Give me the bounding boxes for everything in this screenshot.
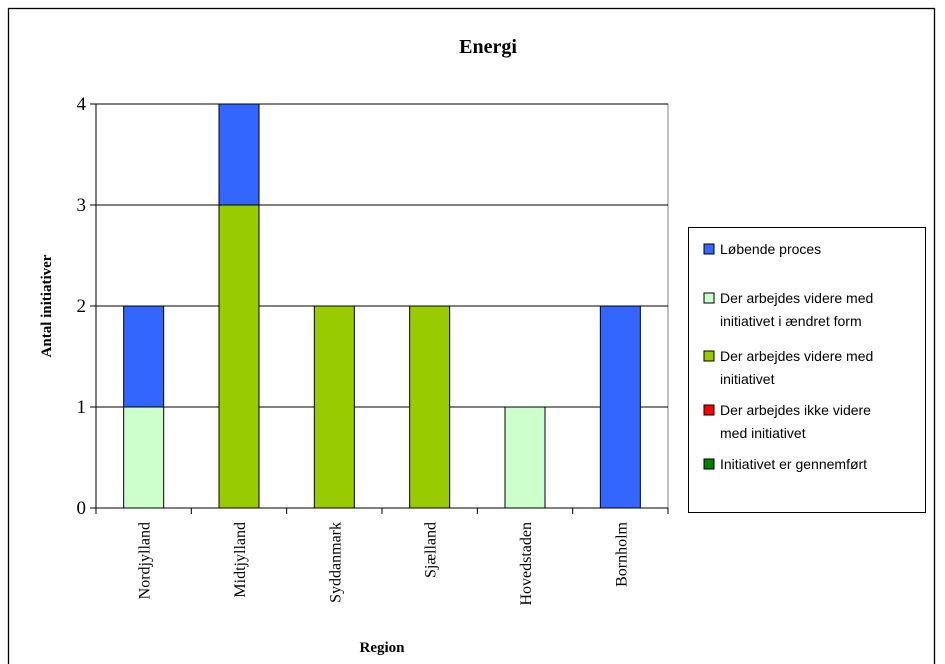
- x-tick-labels: Nordjylland Midtjylland Syddanmark Sjælland…: [137, 521, 631, 605]
- bar-5-series-4: [599, 305, 641, 509]
- legend-swatch-4: [703, 243, 715, 255]
- legend: Løbende proces Der arbejdes videre med ini…: [688, 227, 926, 513]
- bar-0-series-4: [123, 305, 165, 408]
- x-tick-label-2: Syddanmark: [327, 522, 344, 603]
- legend-label-4: Løbende proces: [720, 241, 821, 257]
- legend-label-2: Der arbejdes videre med initiativet: [720, 348, 873, 387]
- y-tick-labels: 0 1 2 3 4: [77, 94, 87, 519]
- y-tick-label-3: 3: [77, 195, 87, 216]
- bars: [123, 103, 641, 509]
- x-tick-label-0: Nordjylland: [137, 522, 154, 599]
- bar-0-series-3: [123, 406, 165, 509]
- y-tick-label-1: 1: [77, 397, 87, 418]
- legend-swatch-3: [703, 292, 715, 304]
- legend-swatch-1: [703, 404, 715, 416]
- x-tick-label-4: Hovedstaden: [518, 522, 535, 606]
- legend-box: [688, 227, 926, 513]
- y-tick-label-2: 2: [77, 296, 87, 317]
- axes: [90, 103, 669, 514]
- y-tick-label-0: 0: [77, 498, 87, 519]
- legend-swatch-2: [703, 350, 715, 362]
- bar-2-series-2: [313, 305, 355, 509]
- x-tick-label-1: Midtjylland: [232, 522, 249, 598]
- x-axis-title: Region: [360, 640, 406, 656]
- y-axis-title: Antal initiativer: [39, 254, 55, 357]
- legend-label-0: Initiativet er gennemført: [720, 456, 867, 472]
- bar-1-series-4: [218, 103, 260, 206]
- legend-swatch-0: [703, 458, 715, 470]
- bar-4-series-3: [504, 406, 546, 509]
- bar-1-series-2: [218, 204, 260, 509]
- bar-3-series-2: [409, 305, 451, 509]
- legend-label-1: Der arbejdes ikke videre med initiativet: [720, 402, 871, 441]
- chart-title: Energi: [459, 36, 517, 58]
- x-tick-label-3: Sjælland: [423, 522, 440, 578]
- y-tick-label-4: 4: [77, 94, 87, 115]
- grid-lines: [96, 103, 668, 408]
- legend-label-3: Der arbejdes videre med initiativet i ænd…: [720, 290, 873, 329]
- x-tick-label-5: Bornholm: [613, 521, 630, 586]
